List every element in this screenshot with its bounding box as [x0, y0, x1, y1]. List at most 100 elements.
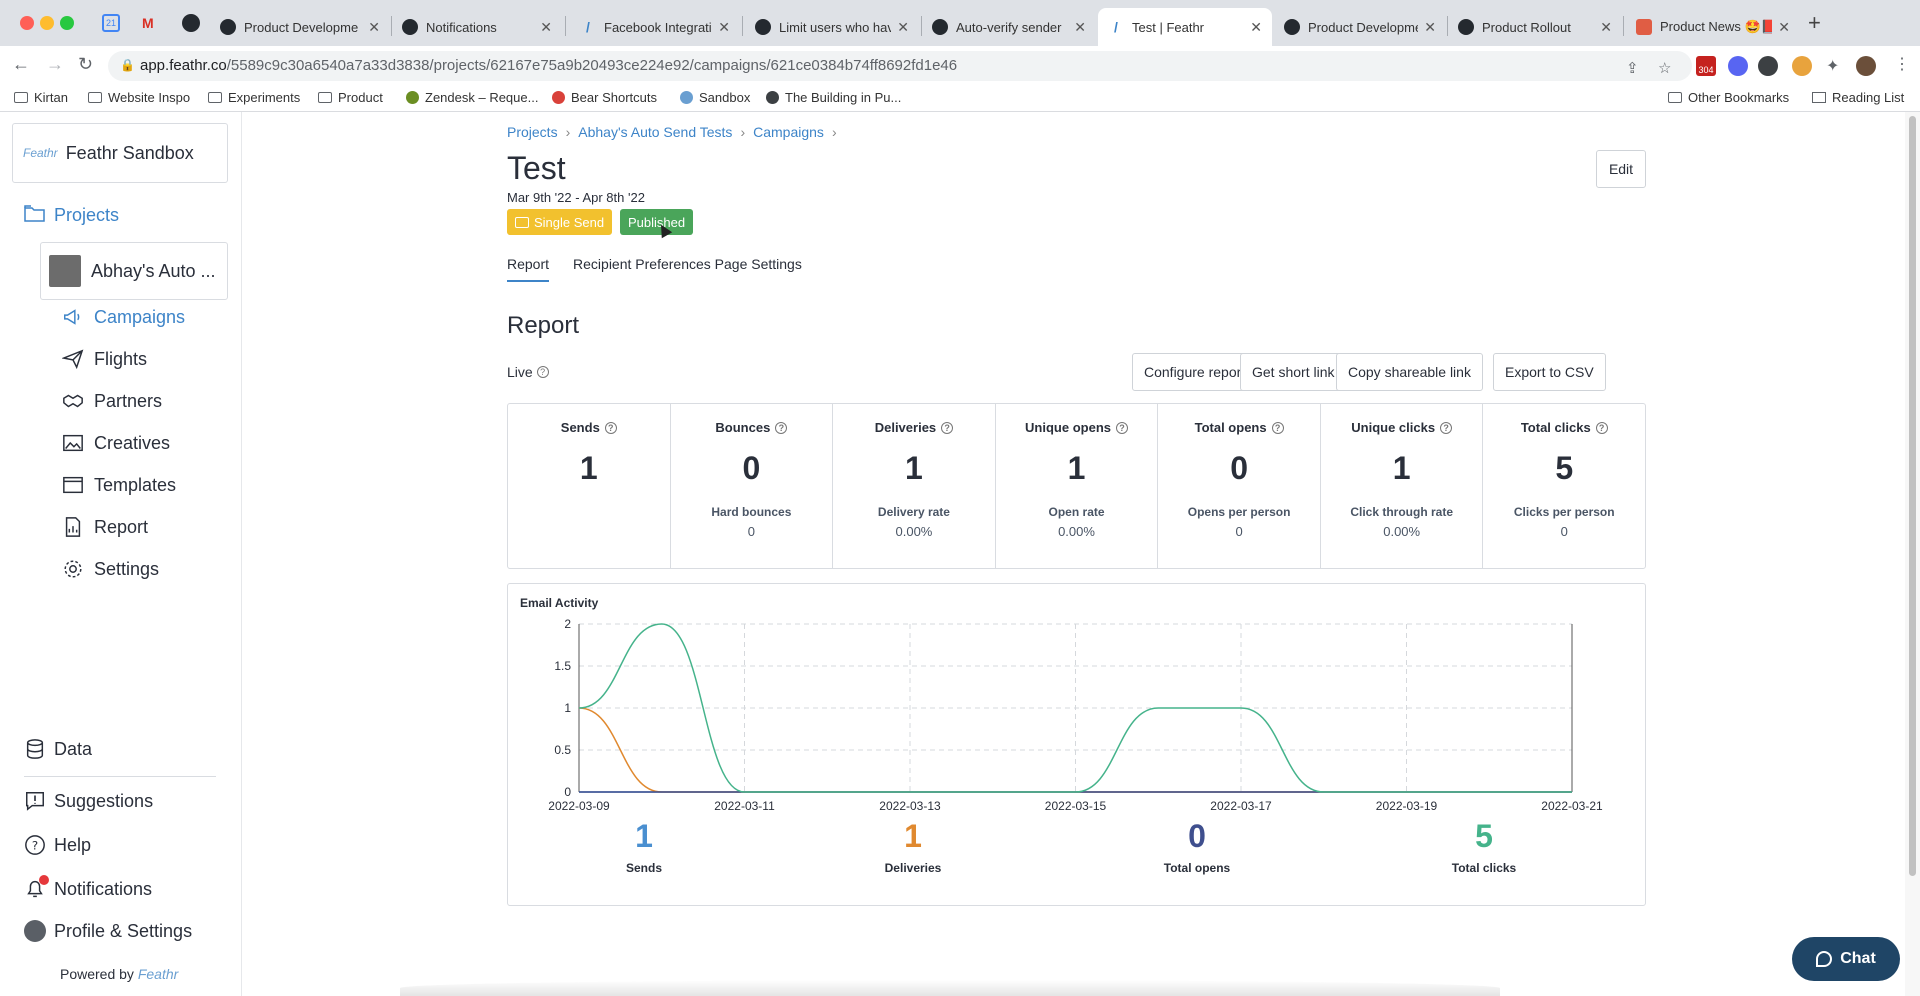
close-tab-icon[interactable]: ✕ — [718, 18, 730, 35]
bookmark-link[interactable]: Sandbox — [680, 90, 750, 105]
cookie-extension-icon[interactable] — [1792, 56, 1812, 76]
help-icon[interactable]: ? — [775, 421, 788, 434]
close-tab-icon[interactable]: ✕ — [1600, 18, 1612, 35]
sidebar-item-profile-settings[interactable]: Profile & Settings — [24, 920, 192, 942]
puzzle-extensions-icon[interactable]: ✦ — [1826, 58, 1840, 75]
project-card[interactable]: Abhay's Auto ... — [40, 242, 228, 300]
browser-tab[interactable]: Limit users who hav ✕ — [745, 8, 919, 46]
close-tab-icon[interactable]: ✕ — [1074, 18, 1086, 35]
avatar[interactable] — [1856, 56, 1876, 76]
sidebar-item-report[interactable]: Report — [60, 516, 148, 538]
breadcrumb-project[interactable]: Abhay's Auto Send Tests — [578, 124, 733, 140]
copy-shareable-link-button[interactable]: Copy shareable link — [1336, 353, 1483, 391]
close-tab-icon[interactable]: ✕ — [1424, 18, 1436, 35]
summary-label: Total opens — [1163, 861, 1231, 875]
help-icon[interactable]: ? — [1271, 421, 1284, 434]
sidebar-item-suggestions[interactable]: Suggestions — [24, 790, 153, 812]
calendar-extension-icon[interactable]: 304 — [1696, 56, 1716, 76]
bookmark-folder[interactable]: Website Inspo — [88, 90, 190, 105]
org-switcher[interactable]: Feathr Feathr Sandbox — [12, 123, 228, 183]
forward-arrow-icon[interactable]: → — [46, 54, 64, 74]
bookmark-star-icon[interactable]: ☆ — [1658, 60, 1672, 77]
help-icon[interactable]: ? — [536, 366, 549, 378]
help-icon[interactable]: ? — [604, 421, 617, 434]
edit-button[interactable]: Edit — [1596, 150, 1646, 188]
bookmark-folder[interactable]: Kirtan — [14, 90, 68, 105]
pinned-tab-gmail[interactable]: M — [142, 15, 154, 31]
sidebar-item-projects[interactable]: Projects — [24, 204, 119, 227]
help-icon[interactable]: ? — [1595, 421, 1608, 434]
bookmark-link[interactable]: Zendesk – Reque... — [406, 90, 538, 105]
cloud-extension-icon[interactable] — [1758, 56, 1778, 76]
tab-recipient-preferences[interactable]: Recipient Preferences Page Settings — [573, 256, 802, 272]
close-window-button[interactable] — [20, 16, 34, 30]
kebab-menu-icon[interactable]: ⋮ — [1894, 56, 1910, 73]
zoom-window-button[interactable] — [60, 16, 74, 30]
y-tick-label: 1 — [564, 701, 571, 715]
sidebar-item-settings[interactable]: Settings — [60, 558, 159, 580]
browser-tab[interactable]: Product Developme ✕ — [1274, 8, 1446, 46]
bookmark-link[interactable]: Bear Shortcuts — [552, 90, 657, 105]
feathr-icon: / — [586, 19, 590, 35]
sidebar-item-data[interactable]: Data — [24, 738, 92, 760]
zendesk-icon — [406, 91, 419, 104]
browser-tab[interactable]: Product News 🤩📕 ✕ — [1626, 8, 1800, 46]
bookmark-folder[interactable]: Experiments — [208, 90, 300, 105]
sidebar-item-campaigns[interactable]: Campaigns — [60, 306, 185, 328]
browser-tab[interactable]: Notifications ✕ — [392, 8, 562, 46]
notification-dot — [39, 875, 49, 885]
tab-report[interactable]: Report — [507, 256, 550, 282]
close-tab-icon[interactable]: ✕ — [1778, 18, 1790, 35]
y-tick-label: 0.5 — [554, 743, 571, 757]
get-short-link-button[interactable]: Get short link — [1240, 353, 1347, 391]
breadcrumb-campaigns[interactable]: Campaigns — [753, 124, 824, 140]
close-tab-icon[interactable]: ✕ — [1250, 18, 1262, 35]
share-icon[interactable]: ⇪ — [1626, 60, 1639, 77]
close-tab-icon[interactable]: ✕ — [540, 18, 552, 35]
close-tab-icon[interactable]: ✕ — [368, 18, 380, 35]
stat-value: 1 — [1392, 450, 1411, 486]
summary-value: 5 — [1475, 818, 1493, 854]
template-icon — [60, 474, 86, 496]
reading-list[interactable]: Reading List — [1812, 90, 1904, 105]
sidebar-item-partners[interactable]: Partners — [60, 390, 162, 412]
browser-tab[interactable]: Product Developme ✕ — [210, 8, 390, 46]
folder-icon — [24, 204, 46, 227]
new-tab-button[interactable]: + — [1808, 10, 1821, 35]
sidebar-item-templates[interactable]: Templates — [60, 474, 176, 496]
sidebar-item-creatives[interactable]: Creatives — [60, 432, 170, 454]
export-csv-button[interactable]: Export to CSV — [1493, 353, 1606, 391]
pinned-tab-github[interactable] — [182, 14, 200, 32]
chat-button[interactable]: Chat — [1792, 937, 1900, 981]
stats-panel: Sends? 1 Bounces? 0 Hard bounces 0 Deliv… — [507, 403, 1646, 569]
close-tab-icon[interactable]: ✕ — [897, 18, 909, 35]
minimize-window-button[interactable] — [40, 16, 54, 30]
browser-tab[interactable]: / Facebook Integratio ✕ — [570, 8, 740, 46]
browser-tab[interactable]: Product Rollout ✕ — [1448, 8, 1622, 46]
scrollbar-thumb[interactable] — [1909, 116, 1916, 876]
configure-report-button[interactable]: Configure report — [1132, 353, 1258, 391]
pinned-tab-calendar[interactable]: 21 — [102, 14, 120, 32]
y-tick-label: 0 — [564, 785, 571, 799]
back-arrow-icon[interactable]: ← — [12, 54, 30, 74]
breadcrumb-projects[interactable]: Projects — [507, 124, 558, 140]
sidebar-item-notifications[interactable]: Notifications — [24, 875, 152, 900]
reading-list-icon — [1812, 92, 1826, 103]
browser-tab-active[interactable]: / Test | Feathr ✕ — [1098, 8, 1272, 46]
address-bar[interactable]: 🔒 app.feathr.co/5589c9c30a6540a7a33d3838… — [108, 51, 1692, 81]
page-scrollbar[interactable] — [1905, 112, 1920, 996]
extension-icon[interactable] — [1728, 56, 1748, 76]
powered-by: Powered by Feathr — [60, 966, 179, 982]
sidebar-item-help[interactable]: ? Help — [24, 834, 91, 856]
help-icon[interactable]: ? — [1440, 421, 1453, 434]
other-bookmarks[interactable]: Other Bookmarks — [1668, 90, 1789, 105]
folder-icon — [1668, 92, 1682, 103]
browser-tab[interactable]: Auto-verify sender ✕ — [922, 8, 1096, 46]
stat-value: 0 — [1230, 450, 1248, 486]
bookmark-folder[interactable]: Product — [318, 90, 383, 105]
sidebar-item-flights[interactable]: Flights — [60, 348, 147, 370]
bookmark-link[interactable]: The Building in Pu... — [766, 90, 901, 105]
reload-icon[interactable]: ↻ — [78, 54, 94, 74]
help-icon[interactable]: ? — [1116, 421, 1128, 434]
help-icon[interactable]: ? — [941, 421, 954, 434]
